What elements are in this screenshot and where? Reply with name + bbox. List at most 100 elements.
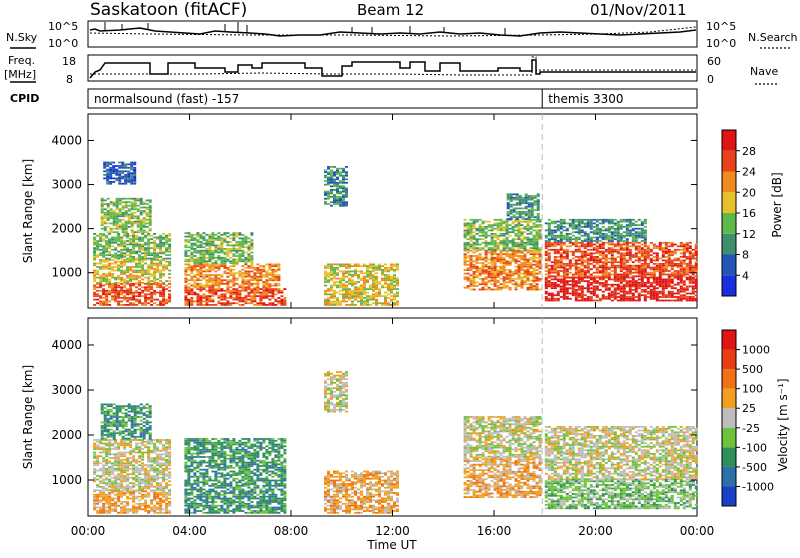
heatmap-cell [638, 286, 641, 288]
heatmap-cell [162, 270, 165, 272]
heatmap-cell [372, 265, 375, 267]
heatmap-cell [525, 213, 528, 215]
heatmap-cell [578, 300, 581, 302]
heatmap-cell [93, 237, 96, 239]
heatmap-cell [130, 178, 133, 180]
heatmap-cell [572, 293, 575, 295]
heatmap-cell [656, 298, 659, 300]
heatmap-cell [165, 301, 168, 303]
heatmap-cell [557, 230, 560, 232]
heatmap-cell [632, 300, 635, 302]
heatmap-cell [623, 296, 626, 298]
heatmap-cell [336, 200, 339, 202]
heatmap-cell [513, 215, 516, 217]
heatmap-cell [620, 268, 623, 270]
heatmap-cell [677, 298, 680, 300]
heatmap-cell [226, 269, 229, 271]
heatmap-cell [130, 169, 133, 171]
heatmap-cell [102, 235, 105, 237]
heatmap-cell [581, 270, 584, 272]
heatmap-cell [330, 302, 333, 304]
heatmap-cell [659, 296, 662, 298]
heatmap-cell [130, 181, 133, 183]
heatmap-cell [102, 302, 105, 304]
heatmap-cell [214, 260, 217, 262]
heatmap-cell [512, 228, 515, 230]
heatmap-cell [199, 269, 202, 271]
heatmap-cell [623, 240, 626, 242]
heatmap-cell [488, 244, 491, 246]
heatmap-cell [473, 264, 476, 266]
heatmap-cell [536, 226, 539, 228]
heatmap-cell [129, 238, 132, 240]
heatmap-cell [327, 264, 330, 266]
nsky-trace [90, 28, 696, 36]
heatmap-cell [686, 251, 689, 253]
heatmap-cell [159, 280, 162, 282]
heatmap-cell [539, 289, 542, 291]
heatmap-cell [519, 216, 522, 218]
heatmap-cell [584, 226, 587, 228]
heatmap-cell [147, 277, 150, 279]
heatmap-cell [518, 266, 521, 268]
heatmap-cell [653, 294, 656, 296]
heatmap-cell [351, 281, 354, 283]
heatmap-cell [665, 245, 668, 247]
heatmap-cell [509, 278, 512, 280]
heatmap-cell [533, 285, 536, 287]
heatmap-cell [525, 206, 528, 208]
heatmap-cell [644, 258, 647, 260]
heatmap-cell [229, 293, 232, 295]
heatmap-cell [521, 255, 524, 257]
heatmap-cell [247, 238, 250, 240]
heatmap-cell [128, 221, 131, 223]
heatmap-cell [683, 287, 686, 289]
heatmap-cell [491, 257, 494, 259]
heatmap-cell [473, 235, 476, 237]
heatmap-cell [226, 276, 229, 278]
heatmap-cell [345, 264, 348, 266]
heatmap-cell [533, 230, 536, 232]
heatmap-cell [110, 217, 113, 219]
heatmap-cell [129, 261, 132, 263]
heatmap-cell [149, 215, 152, 217]
heatmap-cell [205, 234, 208, 236]
heatmap-cell [629, 289, 632, 291]
heatmap-cell [629, 221, 632, 223]
heatmap-cell [357, 293, 360, 295]
heatmap-cell [217, 269, 220, 271]
heatmap-cell [138, 280, 141, 282]
heatmap-cell [602, 237, 605, 239]
heatmap-cell [581, 274, 584, 276]
heatmap-cell [632, 245, 635, 247]
heatmap-cell [572, 294, 575, 296]
heatmap-cell [130, 162, 133, 164]
heatmap-cell [531, 202, 534, 204]
heatmap-cell [575, 298, 578, 300]
heatmap-cell [482, 233, 485, 235]
heatmap-cell [122, 207, 125, 209]
heatmap-cell [527, 260, 530, 262]
heatmap-cell [336, 187, 339, 189]
heatmap-cell [140, 224, 143, 226]
heatmap-cell [217, 301, 220, 303]
heatmap-cell [220, 250, 223, 252]
heatmap-cell [623, 272, 626, 274]
heatmap-cell [695, 279, 698, 281]
heatmap-cell [671, 274, 674, 276]
heatmap-cell [513, 216, 516, 218]
heatmap-cell [525, 199, 528, 201]
heatmap-cell [274, 293, 277, 295]
heatmap-cell [506, 287, 509, 289]
heatmap-cell [539, 247, 542, 249]
heatmap-cell [578, 245, 581, 247]
heatmap-cell [336, 264, 339, 266]
heatmap-cell [381, 302, 384, 304]
heatmap-cell [632, 275, 635, 277]
heatmap-cell [101, 224, 104, 226]
heatmap-cell [93, 249, 96, 251]
heatmap-cell [108, 279, 111, 281]
heatmap-cell [686, 256, 689, 258]
heatmap-cell [665, 265, 668, 267]
heatmap-cell [503, 262, 506, 264]
